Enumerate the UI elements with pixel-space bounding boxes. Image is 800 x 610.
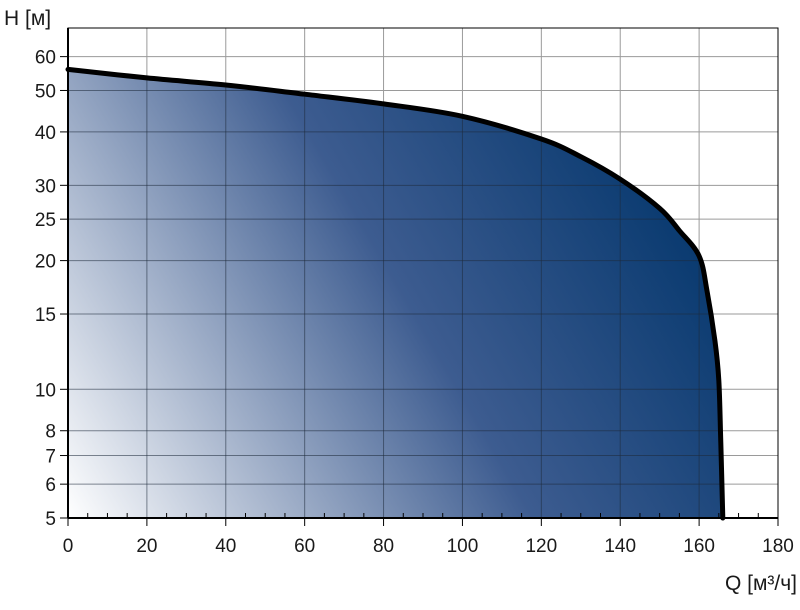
y-tick-label: 25 [35, 210, 56, 231]
y-tick-label: 60 [35, 48, 56, 69]
x-tick-label: 120 [525, 536, 557, 557]
x-tick-label: 20 [136, 536, 157, 557]
area-layer [65, 66, 726, 521]
y-tick-label: 30 [35, 176, 56, 197]
y-tick-label: 10 [35, 380, 56, 401]
x-axis-ticks: 0 20 40 60 80 100 120 140 160 180 [63, 518, 794, 557]
x-tick-label: 0 [63, 536, 74, 557]
x-tick-label: 40 [215, 536, 236, 557]
y-tick-label: 8 [45, 422, 56, 443]
minor-ticks [87, 513, 759, 518]
x-tick-label: 180 [762, 536, 794, 557]
x-tick-label: 100 [447, 536, 479, 557]
y-tick-label: 7 [45, 447, 56, 468]
y-tick-label: 40 [35, 123, 56, 144]
y-tick-label: 50 [35, 81, 56, 102]
y-tick-label: 20 [35, 252, 56, 273]
y-tick-label: 6 [45, 475, 56, 496]
head-curve-line [65, 66, 726, 521]
y-axis-ticks: 5 6 7 8 10 15 20 25 30 40 50 60 [35, 48, 68, 530]
y-tick-label: 5 [45, 509, 56, 530]
y-tick-label: 15 [35, 305, 56, 326]
x-tick-label: 80 [373, 536, 394, 557]
area-fill [68, 69, 723, 519]
x-tick-label: 60 [294, 536, 315, 557]
x-axis-label: Q [м³/ч] [725, 572, 797, 595]
y-axis-label: H [м] [4, 7, 51, 30]
x-tick-label: 160 [683, 536, 715, 557]
x-tick-label: 140 [604, 536, 636, 557]
